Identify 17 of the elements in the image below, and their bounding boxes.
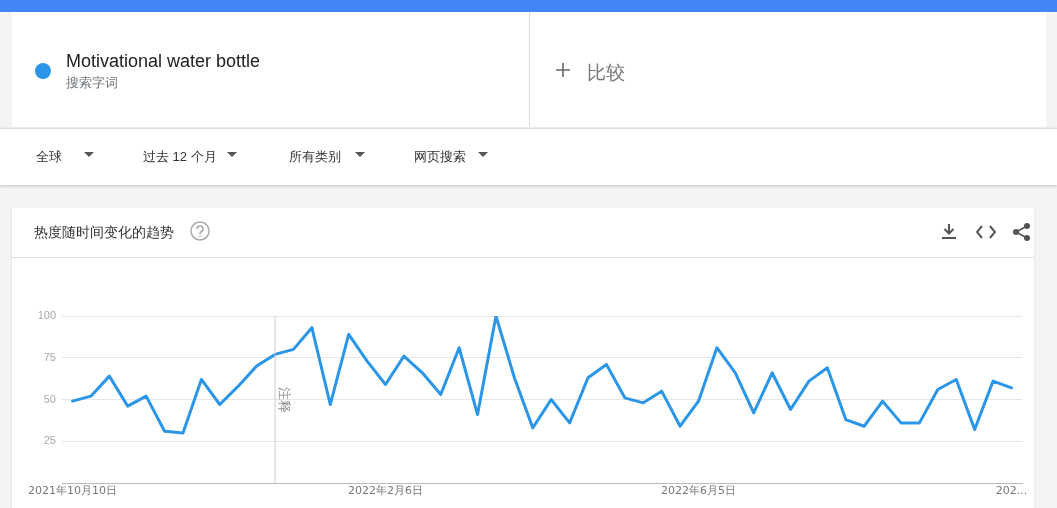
text: 所有类别: [289, 148, 341, 166]
legend-label: Motivational water bottle: [66, 51, 261, 72]
x-tick-label: 2022年6月5日: [660, 484, 736, 498]
text: 比较: [587, 61, 625, 85]
y-tick-label: 50: [43, 392, 56, 405]
y-tick-label: 100: [37, 309, 56, 322]
ref-line-label: 注释: [276, 386, 292, 413]
text: 全球: [36, 148, 62, 166]
x-tick-label: 202...: [995, 484, 1028, 498]
y-tick-label: 75: [43, 350, 56, 363]
x-tick-label: 2022年2月6日: [348, 484, 424, 498]
text: 网页搜索: [414, 148, 466, 166]
chart-title: 热度随时间变化的趋势: [34, 224, 174, 242]
x-tick-label: 2021年10月10日: [28, 484, 118, 498]
text: 过去 12 个月: [143, 148, 217, 166]
y-tick-label: 25: [43, 434, 56, 447]
text: 搜索字词: [66, 74, 118, 92]
